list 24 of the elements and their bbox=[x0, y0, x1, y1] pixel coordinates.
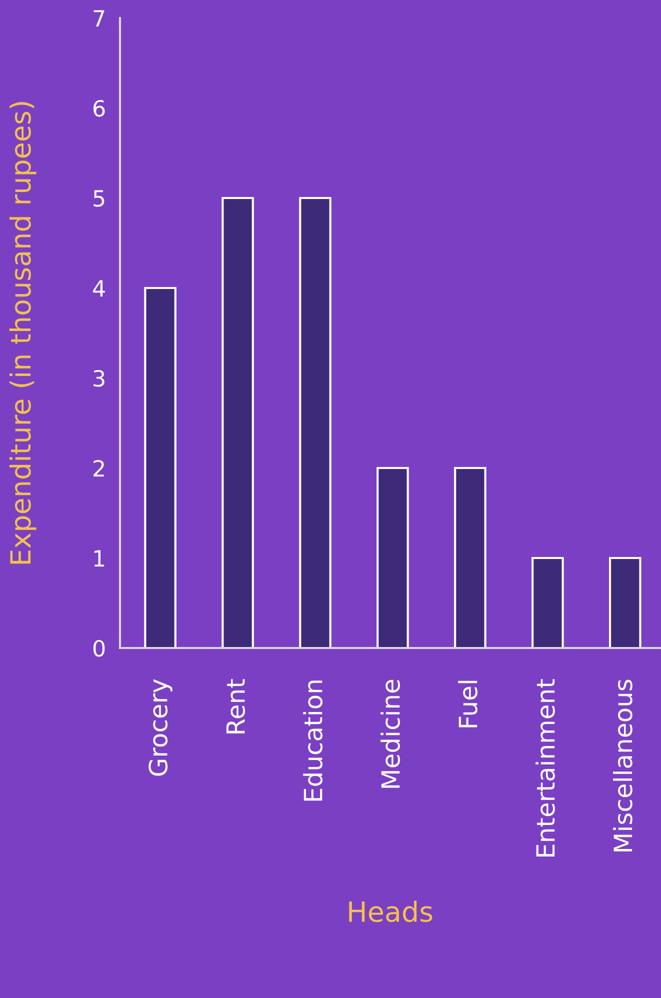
y-tick-label: 1 bbox=[94, 550, 104, 566]
y-tick-label: 0 bbox=[93, 640, 105, 657]
bar bbox=[532, 556, 564, 648]
x-tick-label: Fuel bbox=[458, 680, 478, 728]
x-tick-label: Grocery bbox=[148, 679, 172, 776]
bar bbox=[299, 196, 332, 648]
bar bbox=[376, 466, 409, 648]
y-tick-label: 3 bbox=[94, 370, 104, 387]
x-tick-label: Entertainment bbox=[536, 679, 555, 856]
y-tick-label: 4 bbox=[93, 280, 105, 296]
x-tick-label: Education bbox=[303, 680, 322, 801]
y-axis-title: Expenditure (in thousand rupees) bbox=[9, 102, 36, 564]
bar bbox=[144, 286, 176, 648]
x-axis-title: Heads bbox=[349, 900, 432, 922]
y-tick-label: 5 bbox=[94, 190, 104, 207]
y-tick-label: 2 bbox=[94, 460, 104, 476]
bar bbox=[608, 556, 642, 648]
y-tick-label: 6 bbox=[94, 100, 105, 117]
bar bbox=[454, 466, 486, 648]
x-tick-label: Rent bbox=[226, 679, 246, 734]
y-tick-label: 7 bbox=[94, 10, 104, 26]
bar bbox=[222, 196, 254, 648]
x-tick-label: Miscellaneous bbox=[613, 680, 632, 852]
x-tick-label: Medicine bbox=[380, 680, 400, 788]
